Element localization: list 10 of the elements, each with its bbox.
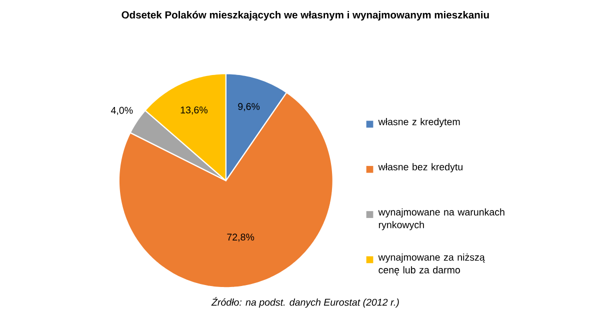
legend-label: własne bez kredytu [378, 163, 462, 172]
data-label: 13,6% [180, 106, 208, 115]
text: Źródło: na podst. danych Eurostat (2012 r.) [211, 297, 399, 308]
legend-label: wynajmowane za niższą cenę lub za darmo [378, 254, 485, 276]
legend-label: własne z kredytem [378, 118, 460, 128]
legend-label: wynajmowane na warunkach rynkowych [378, 208, 504, 230]
data-label: 4,0% [110, 106, 133, 115]
data-label: 72,8% [227, 234, 254, 242]
data-label: 9,6% [238, 103, 260, 112]
chart-title: Odsetek Polaków mieszkających we własnym i wynajmowanym mieszkaniu [122, 10, 489, 21]
